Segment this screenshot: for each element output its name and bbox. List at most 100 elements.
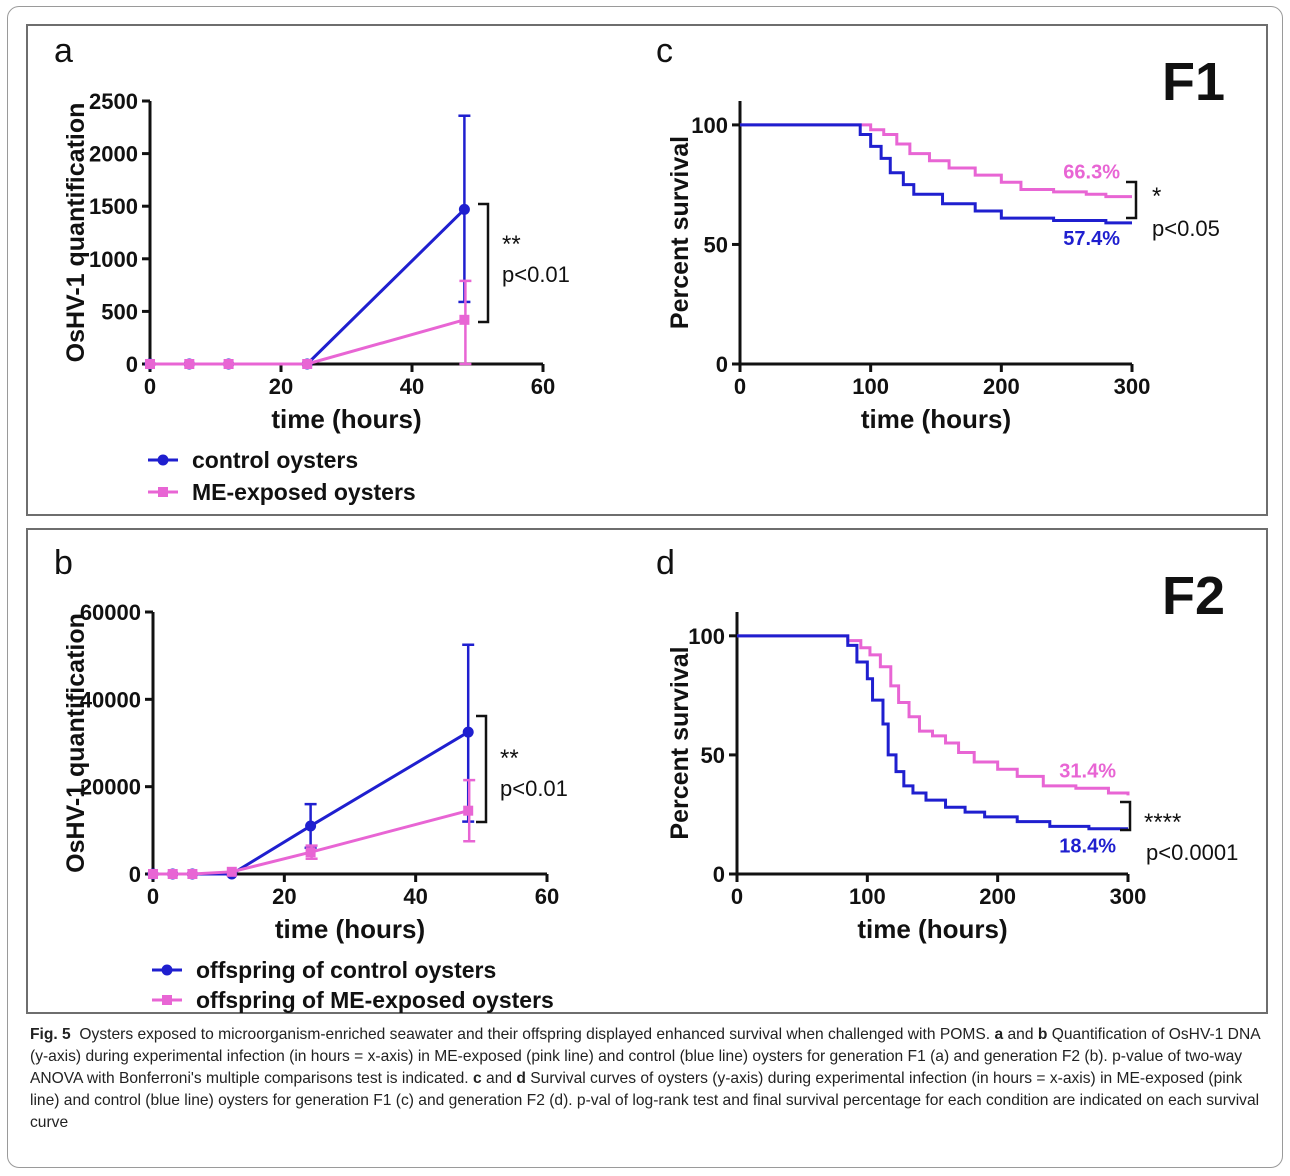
caption-sentence1: Oysters exposed to microorganism-enriche… (79, 1026, 991, 1043)
x-tick-label-b: 60 (535, 884, 559, 909)
caption-and-2: and (486, 1070, 513, 1087)
p-value-a: p<0.01 (502, 262, 570, 287)
legend-marker-b-0 (161, 964, 173, 976)
caption-text-cd: Survival curves of oysters (y-axis) duri… (30, 1070, 1260, 1131)
y-axis-label-d: Percent survival (666, 646, 694, 839)
significance-bracket-b (476, 714, 488, 824)
y-axis-label-a: OsHV-1 quantification (62, 103, 90, 363)
y-tick-label-b: 20000 (80, 775, 141, 800)
data-point-b-1 (187, 869, 198, 879)
panel-letter-a: a (54, 32, 73, 70)
y-tick-label-b: 40000 (80, 687, 141, 712)
caption-ab-2: b (1037, 1026, 1048, 1043)
y-tick-label-b: 60000 (80, 600, 141, 625)
x-tick-label-d: 300 (1110, 884, 1147, 909)
x-tick-label-a: 20 (269, 374, 293, 399)
significance-stars-a: ** (502, 231, 521, 258)
end-label-d-0: 31.4% (1059, 760, 1116, 782)
generation-label-f1: F1 (1162, 52, 1225, 112)
legend-marker-a-0 (157, 454, 169, 466)
data-point-b-1 (305, 847, 316, 858)
end-label-c-1: 57.4% (1063, 228, 1120, 250)
survival-curve-d-0 (737, 634, 1130, 796)
figure-caption: Fig. 5 Oysters exposed to microorganism-… (30, 1024, 1265, 1134)
data-point-b-1 (167, 869, 178, 879)
caption-ab-1: a (994, 1026, 1004, 1043)
panel-box-f2 (26, 528, 1268, 1014)
figure-frame (7, 6, 1283, 1168)
y-tick-label-d: 50 (701, 743, 725, 768)
x-tick-label-d: 200 (979, 884, 1016, 909)
data-point-a-1 (459, 314, 470, 325)
p-value-d: p<0.0001 (1146, 840, 1238, 865)
x-tick-label-a: 40 (400, 374, 424, 399)
significance-stars-b: ** (500, 745, 519, 772)
data-point-b-1 (226, 866, 237, 877)
significance-stars-d: **** (1144, 809, 1181, 836)
legend-marker-b-1 (162, 995, 172, 1005)
x-tick-label-d: 100 (849, 884, 886, 909)
panel-letter-b: b (54, 544, 73, 582)
caption-cd-1: c (472, 1070, 482, 1087)
y-tick-label-c: 50 (704, 232, 728, 257)
panel-box-f1 (26, 24, 1268, 516)
y-tick-label-d: 0 (713, 862, 725, 887)
survival-curve-c-0 (740, 123, 1132, 199)
caption-fig-label: Fig. 5 (30, 1026, 71, 1043)
data-point-a-1 (145, 359, 155, 369)
x-tick-label-a: 60 (531, 374, 555, 399)
y-tick-label-a: 2500 (89, 89, 138, 114)
end-label-d-1: 18.4% (1059, 836, 1116, 858)
y-tick-label-a: 500 (101, 299, 138, 324)
significance-bracket-c (1126, 180, 1138, 220)
generation-label-f2: F2 (1162, 566, 1225, 626)
caption-and-1: and (1007, 1026, 1034, 1043)
data-point-a-0 (458, 203, 470, 215)
caption-text-ab: Quantification of OsHV-1 DNA (y-axis) du… (30, 1026, 1260, 1087)
legend-label-a-1: ME-exposed oysters (192, 479, 416, 505)
data-point-a-1 (302, 359, 313, 369)
significance-stars-c: * (1152, 183, 1161, 210)
data-point-b-1 (463, 805, 474, 816)
legend-label-b-1: offspring of ME-exposed oysters (196, 987, 554, 1013)
y-tick-label-a: 0 (126, 352, 138, 377)
series-line-a-0 (150, 208, 466, 366)
y-tick-label-c: 100 (691, 113, 728, 138)
x-tick-label-b: 40 (403, 884, 427, 909)
data-point-b-1 (148, 869, 158, 879)
series-line-a-1 (150, 318, 465, 366)
x-tick-label-d: 0 (731, 884, 743, 909)
significance-bracket-a (478, 202, 490, 324)
x-axis-label-d: time (hours) (857, 914, 1007, 944)
data-point-a-1 (223, 359, 234, 369)
y-axis-label-c: Percent survival (666, 136, 694, 329)
legend-label-b-0: offspring of control oysters (196, 957, 496, 983)
legend-marker-a-1 (158, 487, 168, 497)
x-tick-label-a: 0 (144, 374, 156, 399)
x-tick-label-c: 100 (852, 374, 889, 399)
p-value-b: p<0.01 (500, 776, 568, 801)
y-tick-label-b: 0 (129, 862, 141, 887)
x-tick-label-c: 0 (734, 374, 746, 399)
panel-letter-c: c (656, 32, 673, 70)
x-axis-label-c: time (hours) (861, 404, 1011, 434)
y-tick-label-d: 100 (688, 624, 725, 649)
x-axis-label-a: time (hours) (271, 404, 421, 434)
x-tick-label-b: 0 (147, 884, 159, 909)
y-tick-label-a: 1000 (89, 247, 138, 272)
x-tick-label-c: 200 (983, 374, 1020, 399)
data-point-b-0 (305, 820, 317, 832)
legend-label-a-0: control oysters (192, 447, 358, 473)
survival-curve-c-1 (740, 123, 1132, 225)
significance-bracket-d (1120, 800, 1132, 832)
y-tick-label-a: 2000 (89, 142, 138, 167)
panel-letter-d: d (656, 544, 675, 582)
x-tick-label-c: 300 (1114, 374, 1151, 399)
x-axis-label-b: time (hours) (275, 914, 425, 944)
survival-curve-d-1 (737, 634, 1128, 831)
y-axis-label-b: OsHV-1 quantification (62, 613, 90, 873)
caption-cd-2: d (516, 1070, 526, 1087)
y-tick-label-c: 0 (716, 352, 728, 377)
